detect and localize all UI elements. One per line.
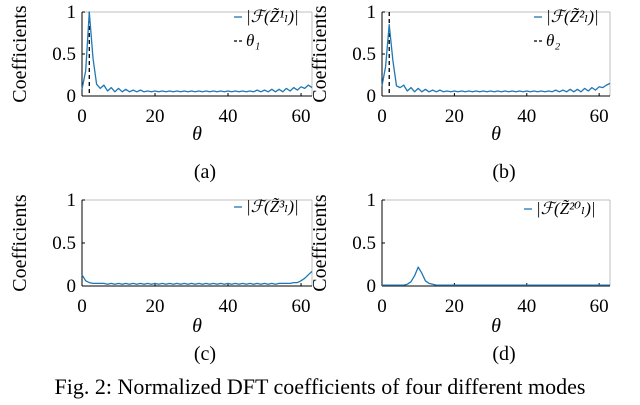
y-tick-label: 0 [367,276,377,297]
x-axis-label: θ [192,315,202,337]
figure-svg: 0 20 40 6000.51Coefficientsθ(a)|ℱ(Z̃¹ₗ)|θ₁0… [9,2,611,365]
y-tick-label: 0.5 [52,233,76,254]
y-axis-label: Coefficients [309,5,331,103]
y-tick-label: 1 [367,190,377,211]
chart-panel-4: 0 20 40 60 0 0.5 1 Coefficients θ (d) |ℱ(Z̃²⁰ₗ)| [309,190,611,365]
x-tick-label: 60 [590,296,609,317]
series-line [381,23,611,93]
y-tick-label: 1 [367,2,377,23]
legend: |ℱ(Z̃²⁰ₗ)| [524,199,596,218]
legend-entry: θ₁ [246,31,260,50]
legend: |ℱ(Z̃¹ₗ)| θ₁ [234,7,299,50]
x-tick-label: 20 [146,296,165,317]
x-tick-label: 0 [77,296,87,317]
y-tick-label: 0 [67,86,77,107]
y-tick-label: 0.5 [352,233,376,254]
y-tick-label: 1 [67,190,77,211]
x-tick-label: 0 [377,296,387,317]
legend: |ℱ(Z̃²ₗ)| θ₂ [534,7,599,50]
x-tick-label: 40 [517,106,536,127]
y-axis-label: Coefficients [9,194,31,292]
x-tick-label: 60 [292,106,311,127]
panel-label: (d) [492,343,515,365]
y-tick-label: 0.5 [352,44,376,65]
chart-panel-3: 0 20 40 60 0 0.5 1 Coefficients θ (c) |ℱ(Z̃³ₗ)| [9,190,313,365]
x-tick-label: 20 [146,106,165,127]
chart-panel-1: 0 20 40 60 0 0.5 1 Coefficients θ (a) |ℱ(Z̃¹ₗ)| θ₁ [9,2,313,183]
x-tick-label: 60 [590,106,609,127]
panel-label: (c) [194,343,216,365]
y-tick-label: 0 [367,86,377,107]
x-tick-label: 0 [377,106,387,127]
x-axis-label: θ [491,123,501,145]
legend: |ℱ(Z̃³ₗ)| [234,197,299,216]
chart-panel-2: 0 20 40 60 0 0.5 1 Coefficients θ (b) |ℱ(Z̃²ₗ)| θ₂ [309,2,611,183]
x-axis-label: θ [491,315,501,337]
x-tick-label: 20 [445,106,464,127]
legend-entry: θ₂ [546,31,560,50]
y-tick-label: 0.5 [52,44,76,65]
y-tick-label: 0 [67,276,77,297]
legend-entry: |ℱ(Z̃³ₗ)| [246,197,299,216]
x-tick-label: 20 [445,296,464,317]
series-line [81,270,313,285]
panel-label: (a) [194,161,216,183]
x-tick-label: 40 [219,296,238,317]
series-line [81,11,313,93]
x-tick-label: 40 [517,296,536,317]
y-axis-label: Coefficients [9,5,31,103]
x-tick-label: 60 [292,296,311,317]
figure-caption: Fig. 2: Normalized DFT coefficients of f… [54,374,586,399]
y-axis-label: Coefficients [309,194,331,292]
legend-entry: |ℱ(Z̃¹ₗ)| [246,7,299,26]
legend-entry: |ℱ(Z̃²⁰ₗ)| [536,199,596,218]
x-axis-label: θ [192,123,202,145]
x-tick-label: 40 [219,106,238,127]
x-tick-label: 0 [77,106,87,127]
series-line [382,266,610,286]
y-tick-label: 1 [67,2,77,23]
legend-entry: |ℱ(Z̃²ₗ)| [546,7,599,26]
panel-label: (b) [492,161,515,183]
